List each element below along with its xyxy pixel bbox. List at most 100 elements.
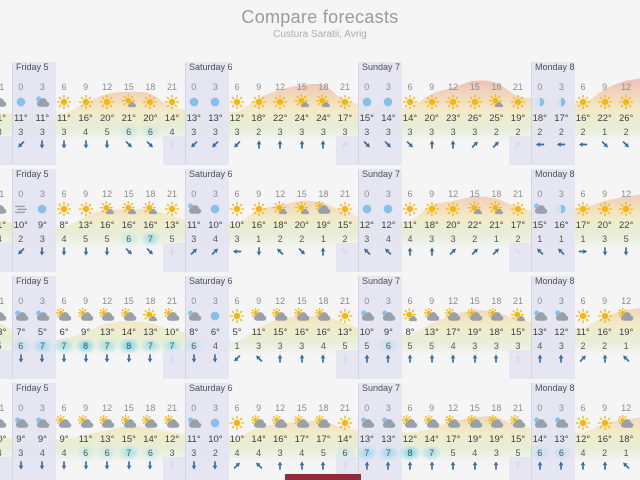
cloud-sun-icon: [314, 307, 331, 321]
weather-icon-cell: [442, 93, 464, 111]
forecast-row[interactable]: 2111°3Friday 5011°3311°3611°3916°41220°5…: [0, 58, 640, 165]
sun-icon: [164, 201, 180, 216]
sun-icon: [597, 415, 612, 430]
cloud-sun-icon: [0, 97, 7, 107]
temperature-value: 16°: [597, 434, 612, 445]
temperature-value: 16°: [273, 434, 288, 445]
sun-cloud-icon: [489, 93, 504, 107]
cloud-moon-icon: [360, 417, 375, 428]
weather-icon-cell: [269, 307, 291, 325]
weather-icon-cell: [615, 200, 637, 218]
temperature-value: 11°: [13, 113, 28, 124]
cloud-moon-icon: [555, 310, 569, 321]
temperature-value: 16°: [554, 220, 569, 231]
forecast-row[interactable]: 2111°4Friday 5010°239°368°4913°51216°515…: [0, 165, 640, 272]
hour-label: 12: [275, 296, 286, 306]
sun-cloud-icon: [402, 307, 417, 321]
wind-speed-value: 3: [18, 127, 24, 137]
day-section: Friday 5 0 9° 3 3 9° 4 6 9° 4 9 11° 6 12 13° 6 15 15° 7 18 1…: [0, 379, 183, 480]
temperature-value: 26°: [619, 113, 634, 124]
wind-arrow-cell: [205, 139, 227, 152]
wind-arrow-cell: [356, 246, 378, 259]
wind-arrow-icon: [450, 354, 456, 363]
wind-speed-value: 2: [602, 448, 608, 458]
horizontal-scrollbar-thumb[interactable]: [285, 474, 361, 480]
weather-icon-cell: [291, 414, 313, 432]
sun-icon: [143, 94, 158, 109]
hour-label: 9: [602, 296, 608, 306]
temperature-value: 26°: [467, 113, 482, 124]
hour-label: 15: [123, 296, 134, 306]
sun-icon: [78, 201, 93, 216]
temperature-value: 17°: [294, 434, 309, 445]
hour-label: 21: [0, 403, 5, 413]
weather-icon-cell: [226, 414, 248, 432]
sun-cloud-icon: [272, 200, 288, 214]
temperature-value: 10°: [208, 434, 223, 445]
weather-icon-cell: [291, 307, 313, 325]
wind-arrow-icon: [578, 142, 588, 147]
wind-speed-value: 8: [83, 341, 89, 351]
page-subtitle: Custura Saratii, Avrig: [273, 29, 367, 40]
weather-icon-cell: [442, 307, 464, 325]
hour-label: 18: [318, 403, 329, 413]
wind-highlight: [96, 338, 118, 354]
wind-highlight: [377, 445, 400, 461]
sun-icon: [337, 308, 353, 323]
moon-icon: [211, 311, 220, 321]
hour-label: 12: [448, 82, 459, 92]
weather-icon-cell: [507, 414, 529, 432]
fog-icon: [14, 205, 27, 213]
wind-arrow-icon: [39, 461, 45, 470]
temperature-value: 13°: [424, 327, 439, 338]
hour-label: 0: [537, 296, 543, 306]
wind-arrow-cell: [399, 139, 421, 152]
wind-arrow-icon: [429, 247, 435, 256]
day-header: Saturday 6: [189, 169, 233, 179]
sun-icon: [510, 94, 526, 109]
temperature-value: 6°: [210, 327, 220, 338]
weather-icon-cell: [32, 200, 54, 218]
cloud-sun-icon: [250, 307, 266, 321]
weather-icon-cell: [486, 200, 508, 218]
temperature-value: 12°: [575, 434, 591, 445]
temperature-value: 14°: [121, 327, 136, 338]
sun-icon: [56, 94, 72, 109]
hour-label: 3: [212, 189, 218, 199]
wind-speed-value: 4: [169, 127, 175, 137]
wind-speed-value: 6: [385, 341, 391, 351]
night-band: [531, 276, 575, 379]
wind-arrow-icon: [61, 461, 67, 470]
wind-highlight: [118, 338, 140, 354]
wind-arrow-icon: [255, 462, 263, 470]
weather-icon-cell: [161, 93, 183, 111]
temperature-value: 9°: [37, 220, 47, 231]
night-band: [185, 62, 229, 165]
wind-arrow-cell: [291, 460, 313, 473]
wind-arrow-cell: [248, 460, 270, 473]
sun-icon: [99, 94, 115, 109]
cloud-sun-icon: [0, 311, 7, 321]
wind-arrow-icon: [578, 249, 588, 254]
temperature-value: 16°: [597, 327, 612, 338]
temperature-value: 22°: [273, 113, 288, 124]
weather-icon-cell: [551, 307, 573, 325]
wind-arrow-cell: [269, 139, 291, 152]
wind-speed-value: 4: [385, 234, 391, 244]
wind-arrow-cell: [529, 353, 551, 366]
hour-label: 21: [166, 403, 177, 413]
weather-icon-cell: [594, 307, 616, 325]
wind-speed-value: 5: [342, 341, 348, 351]
day-section: Saturday 6 0 8° 6 3 6° 4 6 5° 1 9 11° 3 12 15° 3 15 16° 3 1…: [163, 272, 356, 379]
wind-arrow-cell: [226, 246, 248, 259]
sun-icon: [164, 94, 180, 109]
weather-icon-cell: [183, 307, 205, 325]
wind-arrow-cell: [594, 246, 616, 259]
day-section: Sunday 7 0 13° 7 3 13° 7 6 12° 8 9 14° 7 12 17° 5 15 19° 4…: [336, 379, 529, 480]
temperature-value: 5°: [232, 327, 242, 338]
hour-label: 0: [364, 189, 370, 199]
wind-arrow-icon: [61, 354, 67, 363]
hour-label: 21: [0, 189, 5, 199]
